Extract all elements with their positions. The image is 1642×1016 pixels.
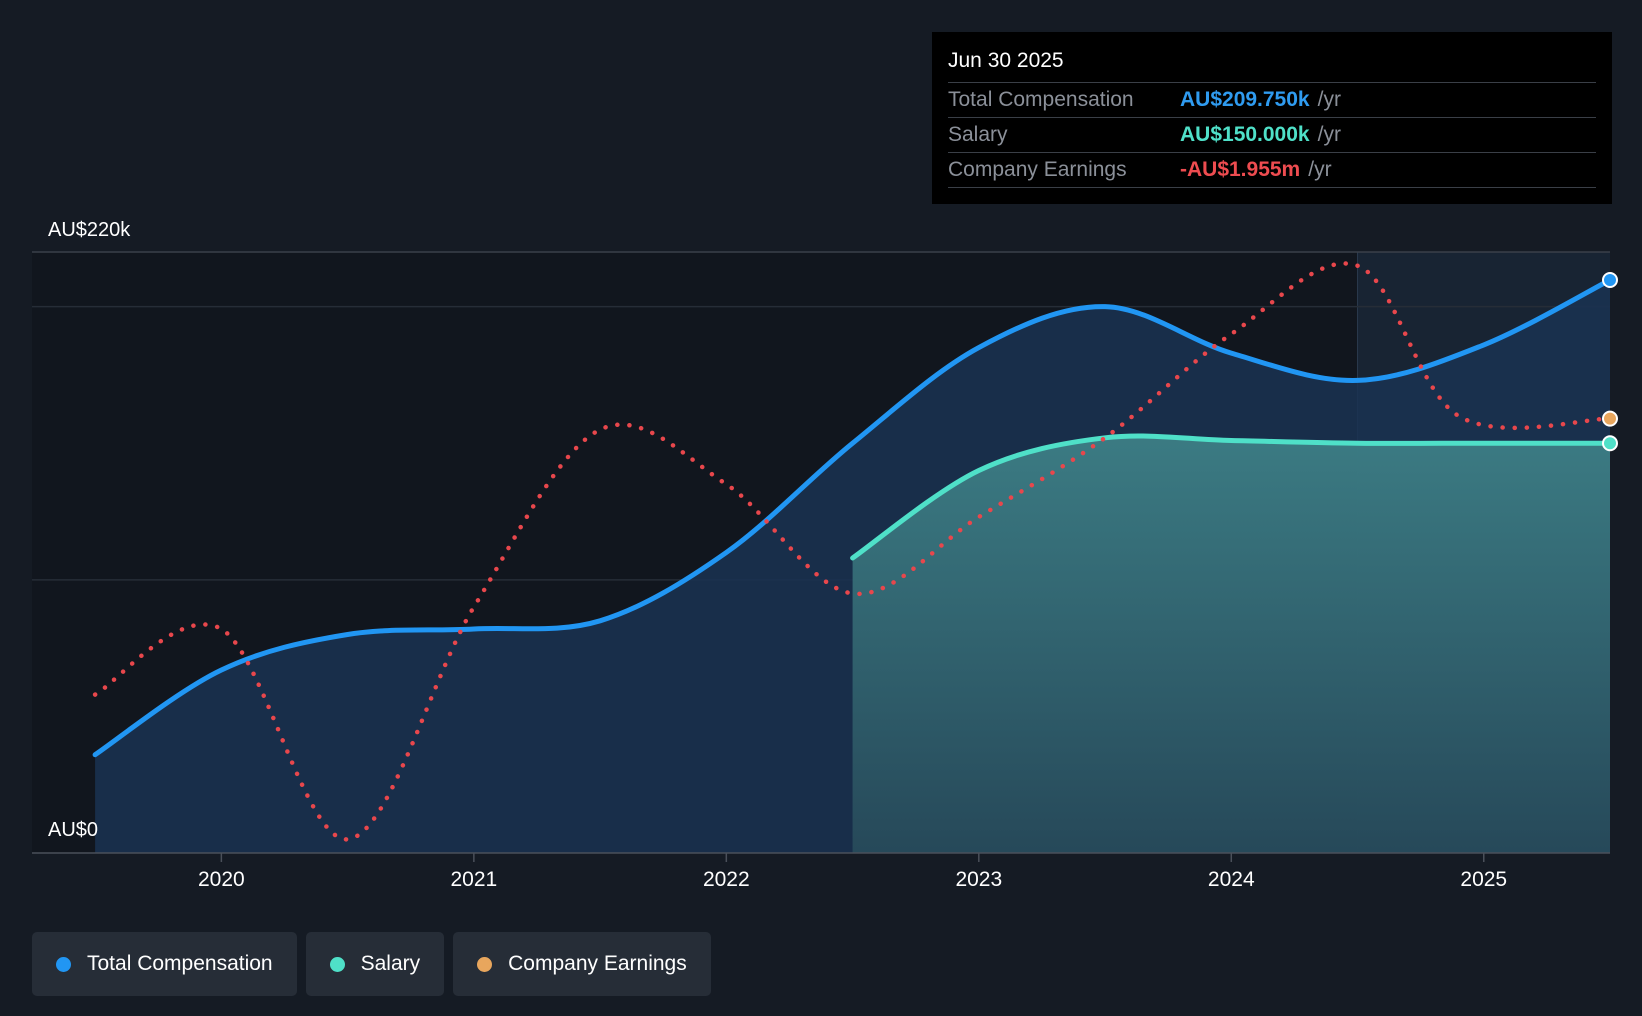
- tooltip-value-total-compensation: AU$209.750k: [1180, 88, 1310, 111]
- x-tick-label: 2023: [955, 868, 1002, 891]
- legend-label: Total Compensation: [87, 952, 273, 975]
- tooltip-value-company-earnings: -AU$1.955m: [1180, 158, 1301, 181]
- tooltip-row-company-earnings: Company Earnings -AU$1.955m /yr: [948, 152, 1596, 188]
- salary-end-marker: [1602, 435, 1618, 452]
- company-earnings-line: [92, 261, 1613, 842]
- tooltip-date: Jun 30 2025: [948, 49, 1064, 72]
- tooltip-unit: /yr: [1308, 158, 1332, 181]
- legend-label: Salary: [360, 952, 421, 975]
- tooltip-row-salary: Salary AU$150.000k /yr: [948, 117, 1596, 152]
- tooltip-value-salary: AU$150.000k: [1180, 123, 1310, 146]
- legend-item-company-earnings[interactable]: Company Earnings: [453, 932, 711, 996]
- x-tick-label: 2022: [703, 868, 750, 891]
- tooltip-label: Company Earnings: [948, 158, 1127, 181]
- total-compensation-line: [92, 277, 1613, 758]
- salary-line: [850, 433, 1613, 561]
- legend-dot-icon: [56, 956, 71, 972]
- legend: Total Compensation Salary Company Earnin…: [32, 932, 711, 996]
- legend-item-total-compensation[interactable]: Total Compensation: [32, 932, 297, 996]
- legend-item-salary[interactable]: Salary: [305, 932, 445, 996]
- tooltip-label: Salary: [948, 123, 1008, 146]
- x-tick-label: 2025: [1460, 868, 1507, 891]
- salary-area: [852, 435, 1610, 853]
- tooltip-unit: /yr: [1317, 88, 1341, 111]
- x-tick-label: 2021: [450, 868, 497, 891]
- tooltip-row-total-compensation: Total Compensation AU$209.750k /yr: [948, 82, 1596, 117]
- total-compensation-end-marker: [1602, 272, 1618, 289]
- x-tick-label: 2020: [198, 868, 245, 891]
- legend-dot-icon: [477, 956, 493, 972]
- y-axis-min-label: AU$0: [48, 819, 98, 841]
- x-tick-label: 2024: [1208, 868, 1255, 891]
- tooltip-panel: Jun 30 2025 Total Compensation AU$209.75…: [932, 32, 1612, 204]
- legend-dot-icon: [329, 956, 345, 972]
- legend-label: Company Earnings: [508, 952, 687, 975]
- y-axis-max-label: AU$220k: [48, 219, 131, 241]
- tooltip-label: Total Compensation: [948, 88, 1134, 111]
- tooltip-unit: /yr: [1317, 123, 1341, 146]
- company-earnings-end-marker: [1602, 410, 1618, 427]
